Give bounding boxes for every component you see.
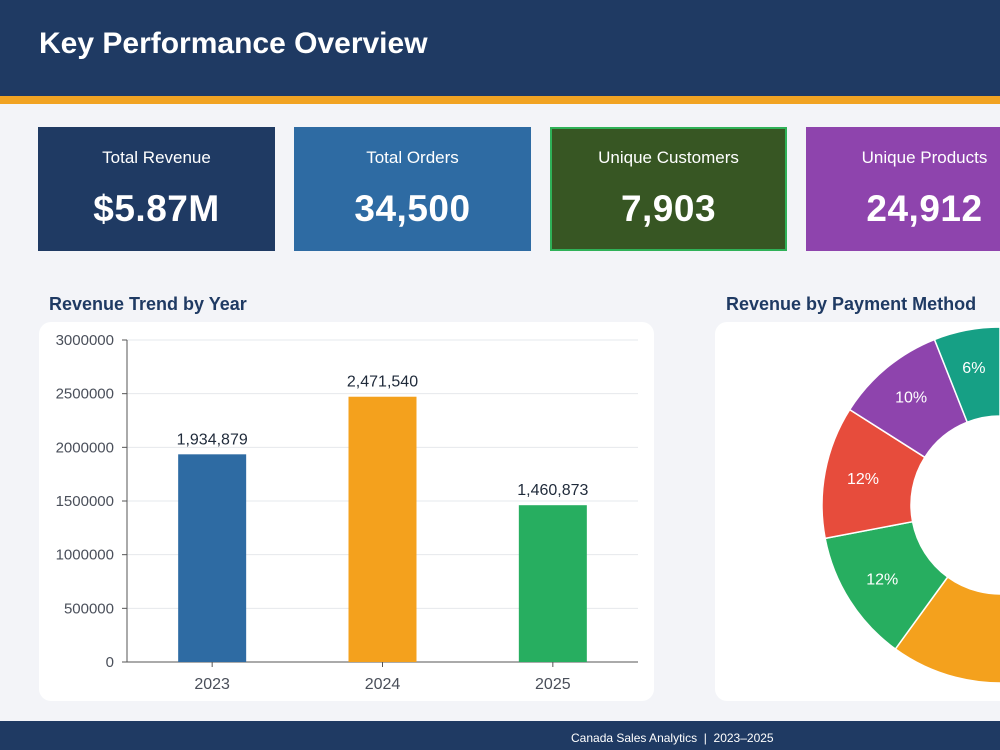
kpi-value: $5.87M (93, 188, 220, 229)
kpi-card-total-orders: Total Orders 34,500 (294, 127, 531, 251)
bar-2025 (518, 505, 587, 662)
kpi-value: 7,903 (620, 188, 717, 229)
payment-donut-chart: 25%12%12%10%6% (821, 326, 1000, 684)
y-tick-label: 3000000 (56, 332, 114, 349)
kpi-value: 24,912 (866, 188, 983, 229)
y-tick-label: 0 (106, 654, 114, 671)
footer-bar: Canada Sales Analytics | 2023–2025 (0, 721, 1000, 750)
slice-label: 12% (866, 572, 898, 589)
kpi-label: Total Revenue (102, 148, 211, 167)
slice-25pct (894, 575, 1000, 684)
x-tick-label: 2023 (194, 676, 230, 693)
bar-data-label: 2,471,540 (347, 374, 418, 391)
bar-2024 (348, 396, 417, 662)
kpi-card-total-revenue: Total Revenue $5.87M (38, 127, 275, 251)
accent-divider (0, 96, 1000, 104)
y-tick-label: 1000000 (56, 547, 114, 564)
footer-text: Canada Sales Analytics | 2023–2025 (571, 731, 774, 745)
slice-label: 12% (847, 471, 879, 488)
bar-2023 (178, 454, 247, 662)
kpi-label: Total Orders (366, 148, 459, 167)
kpi-value: 34,500 (354, 188, 471, 229)
y-tick-label: 1500000 (56, 493, 114, 510)
pie-chart-card: 25%12%12%10%6% (715, 322, 1000, 701)
y-tick-label: 2000000 (56, 439, 114, 456)
y-tick-label: 500000 (64, 600, 114, 617)
x-tick-label: 2025 (535, 676, 571, 693)
bar-data-label: 1,934,879 (177, 431, 248, 448)
x-tick-label: 2024 (365, 676, 401, 693)
bar-chart-card: 0 500000 1000000 1500000 2000000 2500000 30000… (39, 322, 654, 701)
bar-data-label: 1,460,873 (517, 482, 588, 499)
slice-label: 6% (962, 360, 985, 377)
slice-6pct (933, 326, 1000, 424)
slice-label: 10% (895, 390, 927, 407)
kpi-label: Unique Customers (598, 148, 739, 167)
kpi-card-unique-customers: Unique Customers 7,903 (550, 127, 787, 251)
page-title: Key Performance Overview (39, 27, 428, 60)
kpi-label: Unique Products (861, 148, 988, 167)
header-banner: Key Performance Overview (0, 0, 1000, 96)
kpi-card-unique-products: Unique Products 24,912 (806, 127, 1000, 251)
bar-chart-title: Revenue Trend by Year (49, 294, 247, 314)
revenue-bar-chart: 0 500000 1000000 1500000 2000000 2500000 30000… (56, 332, 638, 693)
pie-chart-title: Revenue by Payment Method (726, 294, 977, 314)
y-tick-label: 2500000 (56, 386, 114, 403)
